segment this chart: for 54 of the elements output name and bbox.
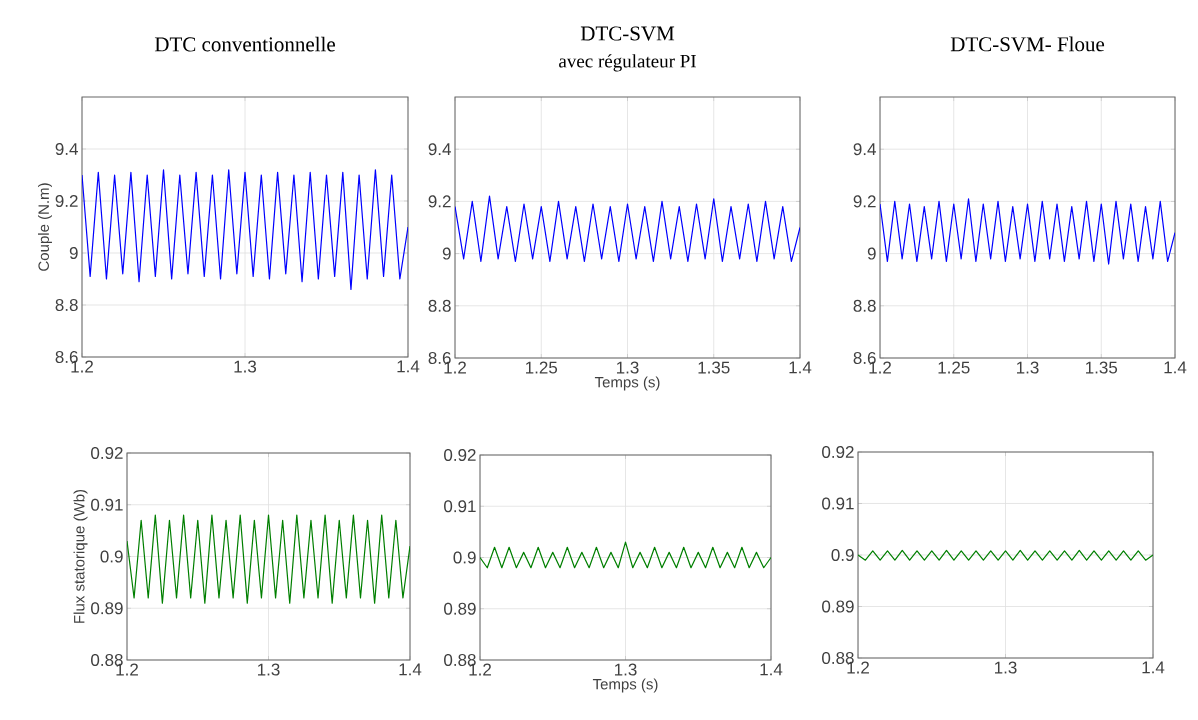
y-tick-label: 0.92: [444, 448, 476, 462]
y-tick-label: 0.91: [91, 498, 123, 511]
y-axis-title: Flux statorique (Wb): [73, 489, 88, 623]
x-tick-label: 1.35: [698, 361, 730, 374]
line-series: [82, 169, 408, 290]
y-tick-label: 0.9: [100, 550, 123, 563]
x-tick-label: 1.25: [938, 361, 970, 374]
y-tick-label: 9.4: [853, 143, 876, 156]
y-tick-label: 9: [442, 247, 451, 260]
x-axis-title: Temps (s): [594, 376, 660, 391]
y-tick-label: 0.92: [91, 446, 123, 460]
y-tick-label: 0.91: [444, 500, 476, 513]
y-tick-label: 0.91: [822, 497, 854, 510]
x-tick-label: 1.4: [399, 663, 422, 676]
y-tick-label: 0.9: [453, 551, 476, 564]
x-tick-label: 1.25: [526, 361, 558, 374]
x-tick-label: 1.4: [397, 360, 420, 373]
chart-title: DTC-SVM: [580, 26, 675, 41]
x-tick-label: 1.4: [789, 361, 812, 374]
chart-title: DTC conventionnelle: [154, 36, 335, 52]
y-tick-label: 8.8: [853, 299, 876, 312]
y-tick-label: 9.2: [55, 194, 78, 208]
y-axis-title: Couple (N.m): [37, 183, 52, 271]
chart-title: DTC-SVM- Floue: [950, 36, 1105, 52]
line-series: [127, 514, 411, 604]
y-tick-label: 0.92: [822, 445, 854, 459]
y-tick-label: 9.4: [428, 143, 451, 156]
x-tick-label: 1.3: [1017, 361, 1039, 374]
y-tick-label: 9: [867, 247, 876, 260]
line-series: [858, 549, 1154, 561]
y-tick-label: 9: [69, 246, 78, 260]
y-tick-label: 9.2: [853, 195, 876, 208]
chart-subtitle: avec régulateur PI: [559, 54, 696, 72]
x-tick-label: 1.4: [760, 663, 783, 676]
y-tick-label: 8.8: [55, 298, 78, 312]
x-axis-title: Temps (s): [592, 678, 658, 693]
y-tick-label: 0.89: [91, 602, 123, 615]
line-series: [455, 195, 801, 263]
x-tick-label: 1.4: [1164, 361, 1187, 374]
line-series: [880, 198, 1176, 265]
x-tick-label: 1.3: [614, 663, 637, 676]
x-tick-label: 1.35: [1086, 361, 1118, 374]
y-tick-label: 9.4: [55, 142, 78, 156]
y-tick-label: 9.2: [428, 195, 451, 208]
y-tick-label: 8.8: [428, 299, 451, 312]
line-series: [480, 541, 772, 569]
x-tick-label: 1.3: [995, 661, 1017, 674]
x-tick-label: 1.3: [257, 663, 280, 676]
y-tick-label: 0.89: [822, 600, 854, 613]
x-tick-label: 1.3: [234, 360, 257, 373]
y-tick-label: 0.9: [831, 548, 854, 562]
x-tick-label: 1.3: [616, 361, 639, 374]
x-tick-label: 1.4: [1142, 661, 1165, 674]
y-tick-label: 0.89: [444, 602, 476, 615]
